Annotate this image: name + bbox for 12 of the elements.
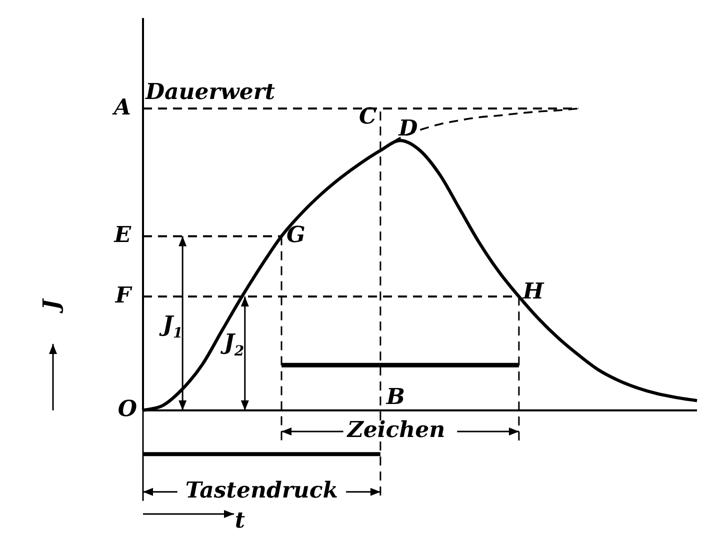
- text: Tastendruck: [185, 478, 338, 504]
- text: Dauerwert: [144, 79, 276, 106]
- text: O: [118, 396, 138, 422]
- ref-line-label: E: [113, 222, 132, 248]
- annotation: H: [522, 278, 545, 304]
- annotation: B: [385, 384, 405, 410]
- text: Zeichen: [346, 417, 446, 444]
- y-axis-title: J: [38, 298, 65, 314]
- annotation: G: [286, 222, 306, 248]
- ref-line-label: F: [114, 282, 132, 308]
- ref-line-label: A: [112, 94, 132, 120]
- x-axis-title: t: [234, 508, 246, 534]
